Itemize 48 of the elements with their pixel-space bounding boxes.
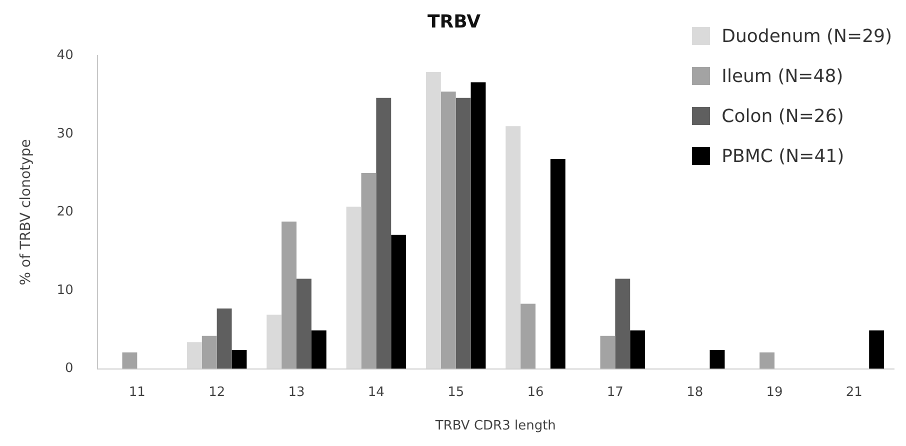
bar [506, 126, 521, 369]
x-tick-label: 15 [448, 384, 464, 400]
bar [710, 350, 725, 369]
bar [361, 173, 376, 369]
y-tick-label: 10 [56, 282, 74, 298]
x-tick-label: 11 [128, 384, 146, 400]
bar [550, 158, 566, 369]
x-tick-label: 17 [606, 384, 624, 400]
x-tick-label: 14 [368, 384, 384, 400]
bar [470, 82, 486, 369]
bar [456, 98, 471, 369]
legend-label: Duodenum (N=29) [722, 26, 892, 46]
legend-label: PBMC (N=41) [722, 146, 844, 166]
y-tick-label: 30 [56, 126, 74, 142]
bar [346, 206, 362, 369]
bar [296, 278, 312, 369]
bar [311, 330, 326, 369]
bar [520, 304, 536, 369]
bar [615, 278, 630, 369]
bar [760, 352, 774, 369]
x-tick-label: 18 [686, 384, 704, 400]
y-tick-label: 0 [65, 361, 74, 376]
bar [376, 98, 392, 369]
y-tick-label: 20 [56, 204, 74, 220]
y-tick-label: 40 [56, 48, 74, 63]
x-tick-label: 16 [527, 384, 544, 400]
bar [216, 308, 232, 369]
x-tick-label: 21 [846, 384, 862, 400]
legend-label: Colon (N=26) [722, 106, 844, 126]
x-tick-label: 13 [288, 384, 305, 400]
bar [202, 336, 217, 369]
bar [426, 72, 441, 369]
bar [440, 92, 456, 369]
bar [186, 342, 202, 369]
bar [122, 352, 138, 369]
bar [232, 350, 247, 369]
bar [630, 330, 646, 369]
x-tick-label: 19 [766, 384, 783, 400]
bar [391, 234, 406, 369]
bar [600, 336, 616, 369]
chart-title: TRBV [427, 11, 481, 32]
x-axis-title: TRBV CDR3 length [434, 418, 556, 434]
bar [869, 330, 884, 369]
bar [282, 222, 297, 369]
y-axis-title: % of TRBV clonotype [18, 139, 34, 286]
x-tick-label: 12 [208, 384, 226, 400]
bar [266, 314, 282, 369]
legend-label: Ileum (N=48) [722, 66, 844, 86]
